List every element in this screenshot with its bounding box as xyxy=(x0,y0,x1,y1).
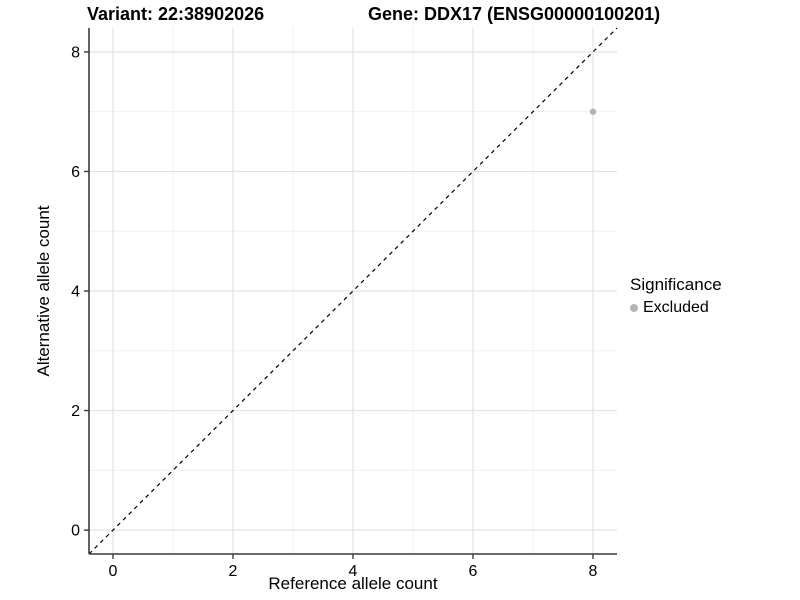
y-tick-label: 8 xyxy=(71,44,80,61)
legend-item-excluded: Excluded xyxy=(630,299,722,317)
legend-item-label: Excluded xyxy=(643,299,709,316)
x-tick-label: 2 xyxy=(229,563,238,580)
x-tick-label: 6 xyxy=(469,563,478,580)
x-tick-label: 4 xyxy=(349,563,358,580)
x-tick-label: 8 xyxy=(589,563,598,580)
legend: Significance Excluded xyxy=(630,275,722,317)
y-axis-title: Alternative allele count xyxy=(34,205,53,377)
y-tick-label: 0 xyxy=(71,523,80,540)
y-tick-label: 2 xyxy=(71,403,80,420)
variant-title: Variant: 22:38902026 xyxy=(87,4,265,24)
y-tick-label: 6 xyxy=(71,164,80,181)
gene-title: Gene: DDX17 (ENSG00000100201) xyxy=(368,4,661,24)
data-point xyxy=(589,108,597,115)
y-tick-label: 4 xyxy=(71,284,80,301)
x-axis-title: Reference allele count xyxy=(268,574,438,593)
legend-point-icon xyxy=(630,304,638,312)
x-tick-label: 0 xyxy=(109,563,118,580)
legend-title: Significance xyxy=(630,275,722,294)
